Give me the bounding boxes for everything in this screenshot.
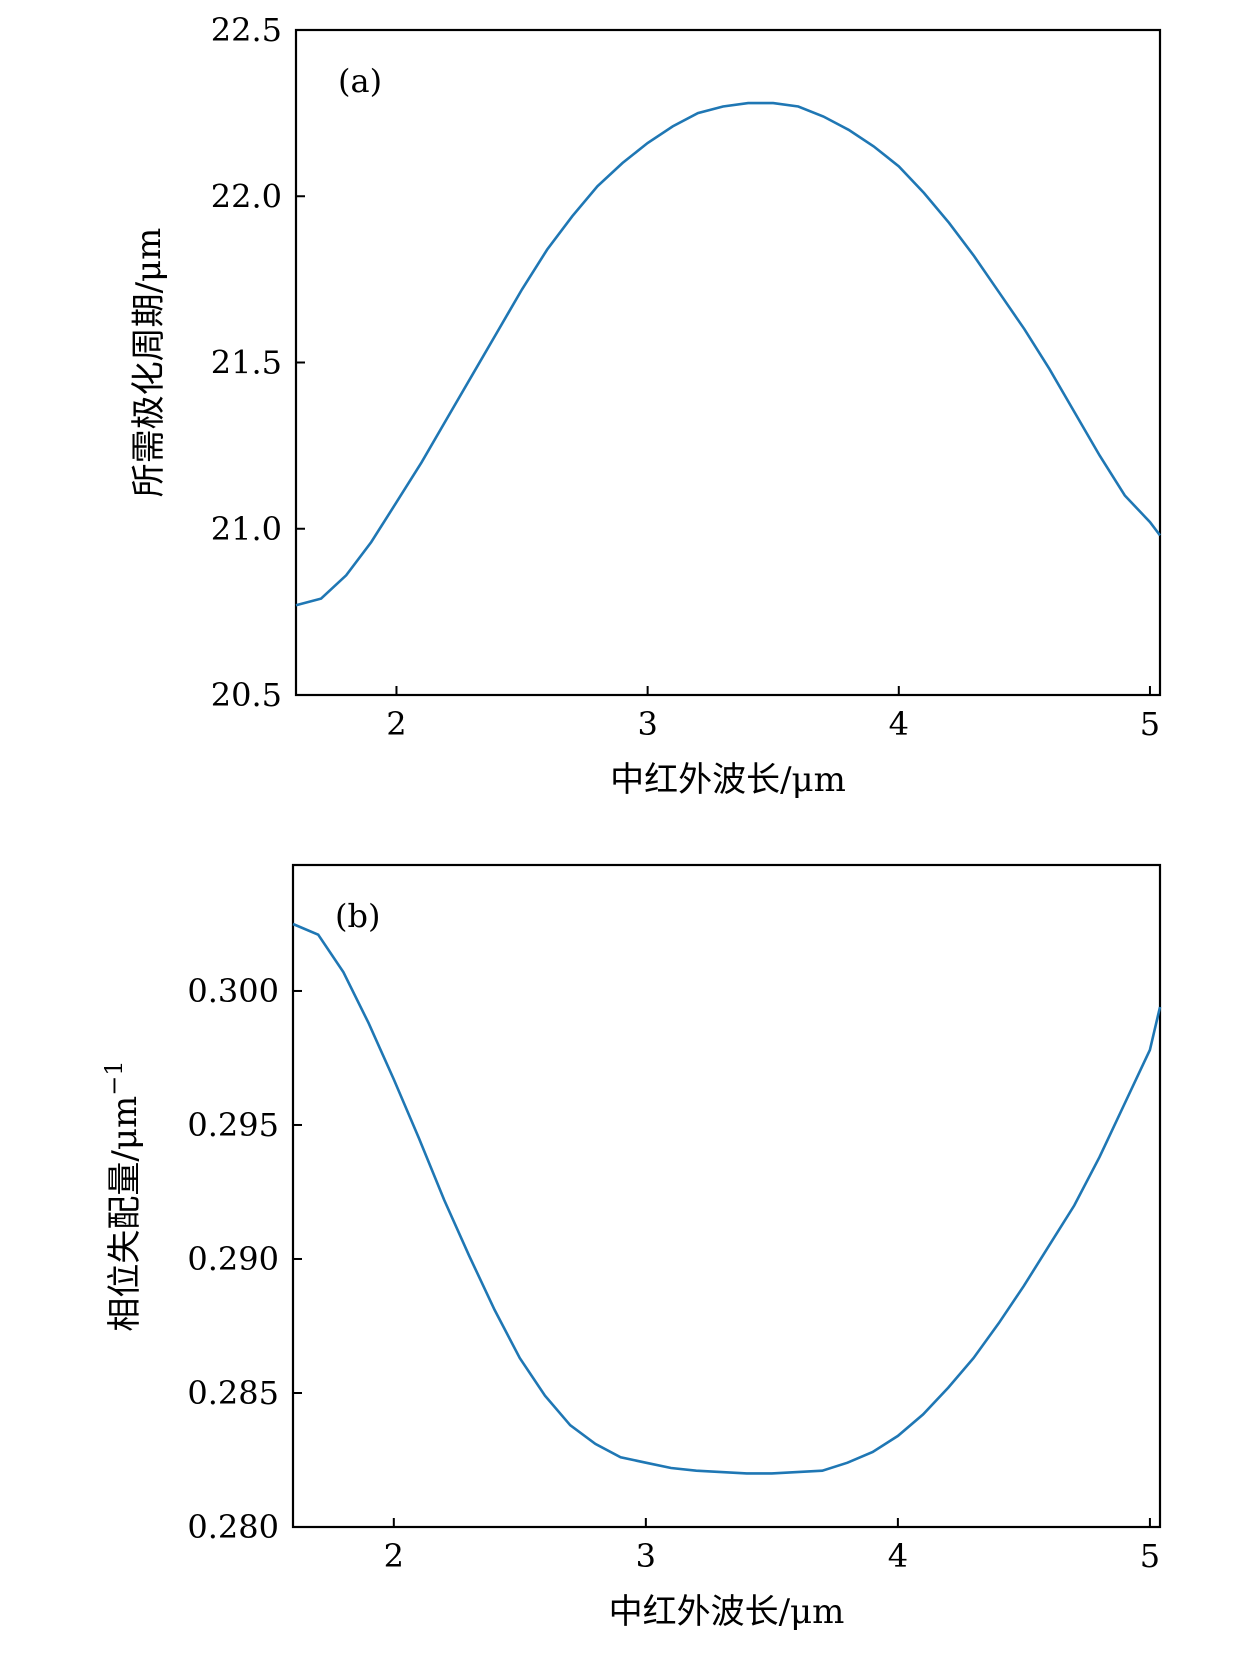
x-tick-label-a: 4	[889, 705, 909, 743]
y-tick-label-a: 21.0	[211, 510, 282, 548]
y-tick-label-a: 22.0	[211, 177, 282, 215]
plot-frame-a	[294, 28, 1162, 697]
series-line-a	[295, 101, 1162, 607]
y-tick-label-b: 0.290	[187, 1240, 279, 1278]
y-tick-label-b: 0.295	[187, 1106, 279, 1144]
y-tick-label-a: 21.5	[211, 344, 282, 382]
y-axis-label-text-a: 所需极化周期/μm	[129, 228, 169, 498]
panel-label-a: (a)	[338, 62, 382, 100]
chart-panel-b: 2 3 4 5 0.280 0.285 0.290 0.295 0.300 中红外波长/μm 相位失…	[100, 863, 1162, 1632]
x-tick-label-b: 5	[1140, 1537, 1160, 1575]
y-tick-label-a: 22.5	[211, 11, 282, 49]
panel-label-b: (b)	[335, 897, 380, 935]
y-axis-label-a: 所需极化周期/μm	[129, 228, 169, 498]
x-tick-label-b: 2	[384, 1537, 404, 1575]
plot-frame-b	[291, 863, 1162, 1529]
x-tick-label-a: 2	[386, 705, 406, 743]
x-tick-label-b: 4	[888, 1537, 908, 1575]
y-tick-label-a: 20.5	[211, 676, 282, 714]
y-axis-label-superscript-b: −1	[100, 1060, 128, 1095]
y-axis-label-b: 相位失配量/μm−1	[100, 1060, 145, 1331]
x-tick-label-a: 3	[637, 705, 657, 743]
y-tick-label-b: 0.280	[187, 1508, 279, 1546]
chart-panel-a: 2 3 4 5 20.5 21.0 21.5 22.0 22.5 中红外波长/μm 所需极化周期/μ…	[129, 11, 1162, 800]
x-axis-label-b: 中红外波长/μm	[609, 1592, 845, 1632]
series-line-b	[292, 922, 1162, 1475]
y-axis-label-text-b: 相位失配量/μm	[105, 1096, 145, 1332]
x-axis-label-a: 中红外波长/μm	[610, 760, 846, 800]
y-tick-label-b: 0.300	[187, 972, 279, 1010]
x-tick-label-a: 5	[1140, 705, 1160, 743]
x-tick-label-b: 3	[636, 1537, 656, 1575]
y-tick-label-b: 0.285	[187, 1374, 279, 1412]
